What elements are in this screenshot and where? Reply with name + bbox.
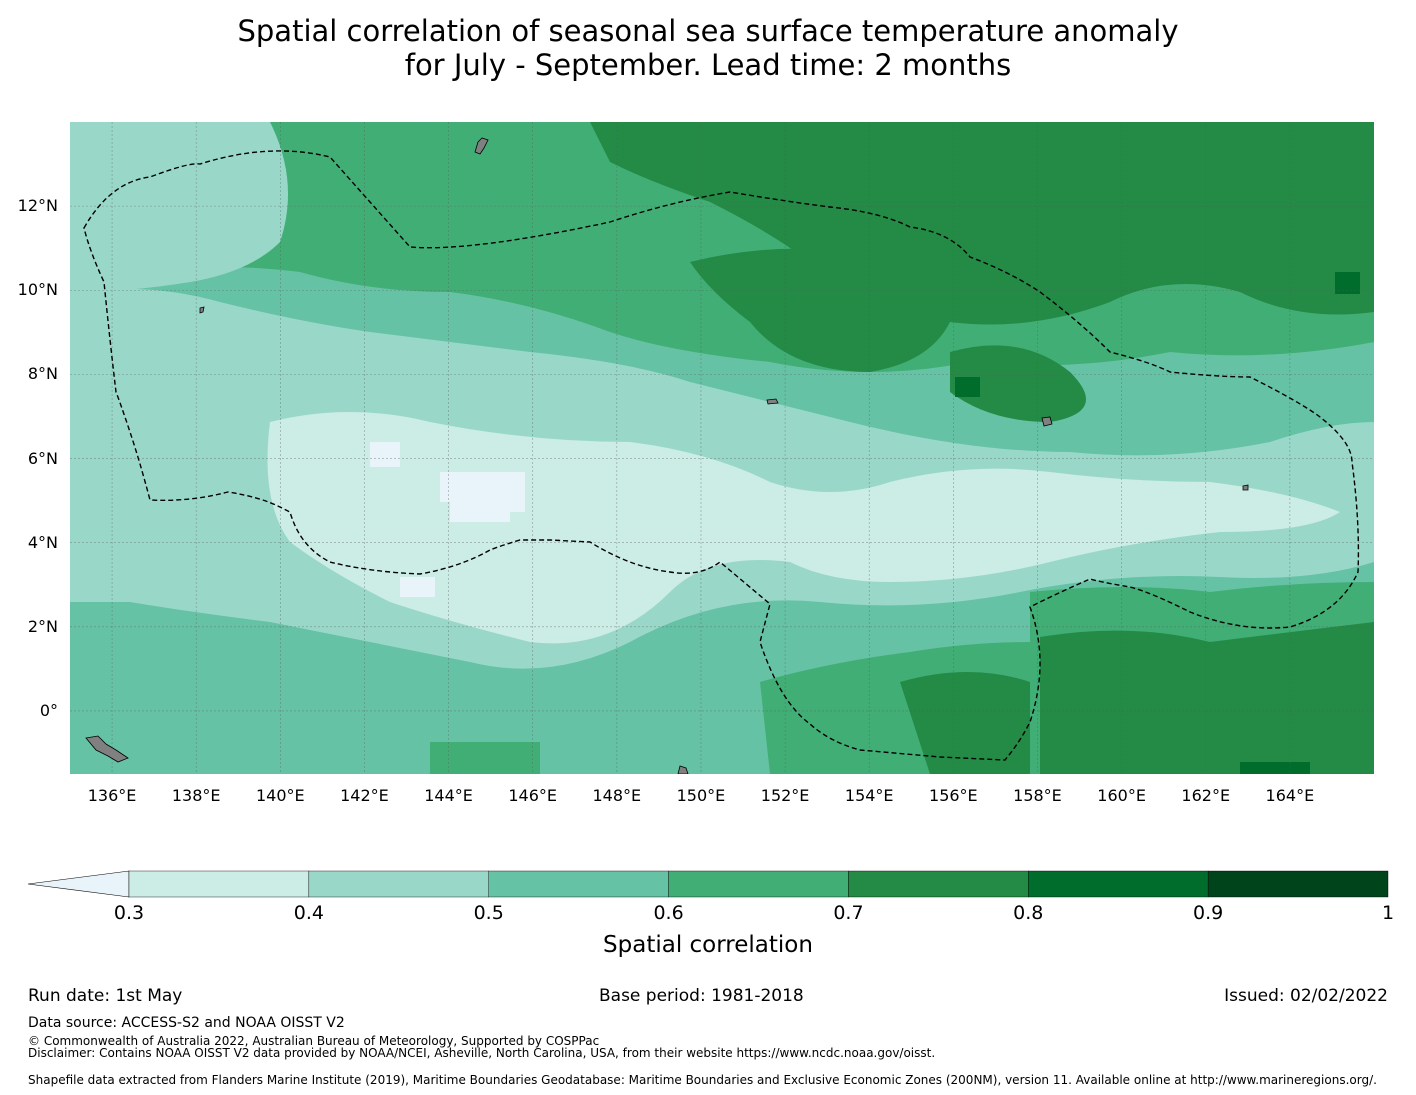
- colorbar-title: Spatial correlation: [603, 932, 813, 958]
- lon-tick-label: 158°E: [1013, 786, 1062, 805]
- lon-tick-label: 164°E: [1265, 786, 1315, 805]
- issued-date: Issued: 02/02/2022: [1224, 986, 1388, 1006]
- chart-title: Spatial correlation of seasonal sea surf…: [0, 14, 1416, 82]
- island-kosrae: [1242, 484, 1249, 491]
- island-small-130: [199, 306, 205, 314]
- lon-tick-label: 154°E: [844, 786, 894, 805]
- lon-tick-label: 150°E: [676, 786, 726, 805]
- disclaimer: Disclaimer: Contains NOAA OISST V2 data …: [28, 1046, 936, 1060]
- colorbar-tick-label: 0.6: [653, 902, 684, 924]
- lat-tick-label: 12°N: [17, 196, 58, 216]
- lat-tick-label: 6°N: [27, 448, 58, 468]
- shapefile-credit: Shapefile data extracted from Flanders M…: [28, 1073, 1377, 1087]
- colorbar-extend-min: [27, 870, 130, 898]
- eez-boundaries: [83, 150, 1360, 761]
- island-guam: [474, 137, 489, 155]
- colorbar: [27, 870, 1389, 898]
- run-date: Run date: 1st May: [28, 986, 183, 1006]
- lat-tick-label: 8°N: [27, 364, 58, 384]
- base-period: Base period: 1981-2018: [599, 986, 804, 1006]
- colorbar-tick-label: 0.5: [473, 902, 504, 924]
- lat-tick-label: 10°N: [17, 280, 58, 300]
- colorbar-tick-label: 0.9: [1193, 902, 1224, 924]
- lon-tick-label: 142°E: [340, 786, 389, 805]
- lon-tick-label: 144°E: [424, 786, 473, 805]
- colorbar-segment: [668, 870, 849, 898]
- lon-tick-label: 148°E: [592, 786, 642, 805]
- lon-tick-label: 138°E: [171, 786, 221, 805]
- lat-tick-label: 0°: [39, 700, 58, 720]
- data-source: Data source: ACCESS-S2 and NOAA OISST V2: [28, 1015, 345, 1031]
- correlation-field: [70, 122, 1374, 774]
- eez-boundary-palau-fsm-west: [83, 150, 1360, 761]
- island-new-guinea-north: [85, 735, 129, 763]
- lon-tick-label: 160°E: [1097, 786, 1146, 805]
- colorbar-segment: [308, 870, 489, 898]
- colorbar-segment: [128, 870, 310, 898]
- colorbar-tick-label: 0.4: [293, 902, 324, 924]
- copyright: © Commonwealth of Australia 2022, Austra…: [28, 1034, 600, 1048]
- lat-tick-label: 4°N: [27, 532, 58, 552]
- lon-tick-label: 152°E: [760, 786, 810, 805]
- colorbar-tick-label: 0.7: [833, 902, 864, 924]
- map-canvas: [70, 122, 1374, 774]
- colorbar-segment: [1207, 870, 1389, 898]
- island-pohnpei: [1041, 416, 1053, 427]
- lon-tick-label: 156°E: [929, 786, 978, 805]
- correlation-map: [70, 122, 1374, 774]
- title-line-1: Spatial correlation of seasonal sea surf…: [237, 14, 1179, 48]
- title-line-2: for July - September. Lead time: 2 month…: [404, 48, 1012, 82]
- lon-tick-label: 162°E: [1181, 786, 1231, 805]
- lon-tick-label: 136°E: [87, 786, 137, 805]
- colorbar-segments: [27, 870, 1389, 898]
- lon-tick-label: 146°E: [508, 786, 558, 805]
- colorbar-segment: [488, 870, 669, 898]
- island-manus: [677, 765, 689, 774]
- island-chuuk: [766, 398, 779, 405]
- colorbar-tick-label: 1: [1381, 902, 1395, 924]
- land-islands: [85, 137, 1249, 774]
- colorbar-segment: [848, 870, 1029, 898]
- lat-tick-label: 2°N: [27, 616, 58, 636]
- colorbar-segment: [1028, 870, 1209, 898]
- colorbar-tick-label: 0.3: [113, 902, 145, 924]
- colorbar-tick-label: 0.8: [1013, 902, 1044, 924]
- lon-tick-label: 140°E: [255, 786, 305, 805]
- map-gridlines: [70, 122, 1374, 774]
